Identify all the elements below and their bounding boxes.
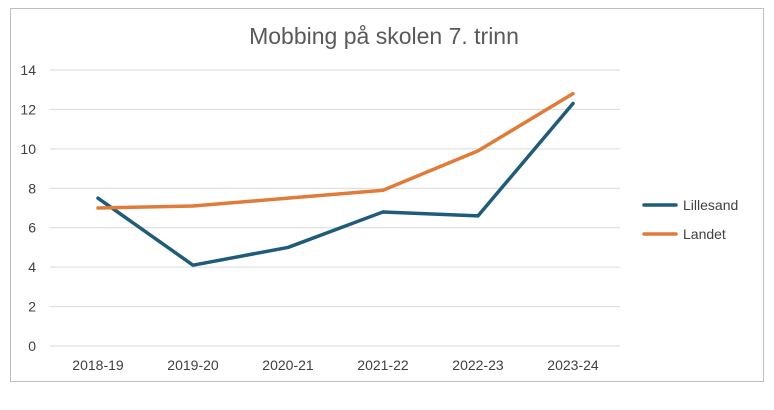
series-lines xyxy=(96,91,575,267)
x-tick-label: 2023-24 xyxy=(547,357,599,373)
series-line-lillesand xyxy=(96,101,575,267)
data-point-landet xyxy=(96,206,100,210)
x-axis-ticks: 2018-19 2019-20 2020-21 2021-22 2022-23 2023-… xyxy=(72,357,599,373)
y-tick-label: 4 xyxy=(28,259,36,275)
y-tick-label: 8 xyxy=(28,180,36,196)
data-point-landet xyxy=(381,188,385,192)
x-tick-label: 2018-19 xyxy=(72,357,124,373)
legend-label: Lillesand xyxy=(683,197,738,213)
data-point-landet xyxy=(286,196,290,200)
y-tick-label: 14 xyxy=(20,62,36,78)
legend-label: Landet xyxy=(683,226,726,242)
y-tick-label: 10 xyxy=(20,141,36,157)
legend: Lillesand Landet xyxy=(642,197,738,242)
y-tick-label: 6 xyxy=(28,220,36,236)
chart-title: Mobbing på skolen 7. trinn xyxy=(249,23,519,49)
data-point-lillesand xyxy=(381,210,385,214)
data-point-lillesand xyxy=(476,214,480,218)
x-tick-label: 2021-22 xyxy=(357,357,409,373)
y-axis-ticks: 0 2 4 6 8 10 12 14 xyxy=(20,62,36,354)
data-point-lillesand xyxy=(286,245,290,249)
data-point-landet xyxy=(476,149,480,153)
x-tick-label: 2019-20 xyxy=(167,357,219,373)
x-tick-label: 2020-21 xyxy=(262,357,314,373)
data-point-lillesand xyxy=(96,196,100,200)
data-point-lillesand xyxy=(191,263,195,267)
x-tick-label: 2022-23 xyxy=(452,357,504,373)
data-point-lillesand xyxy=(571,102,575,106)
y-tick-label: 0 xyxy=(28,338,36,354)
y-tick-label: 2 xyxy=(28,299,36,315)
series-line-landet xyxy=(96,91,575,210)
gridlines xyxy=(50,69,620,347)
data-point-landet xyxy=(571,92,575,96)
y-tick-label: 12 xyxy=(20,101,36,117)
data-point-landet xyxy=(191,204,195,208)
